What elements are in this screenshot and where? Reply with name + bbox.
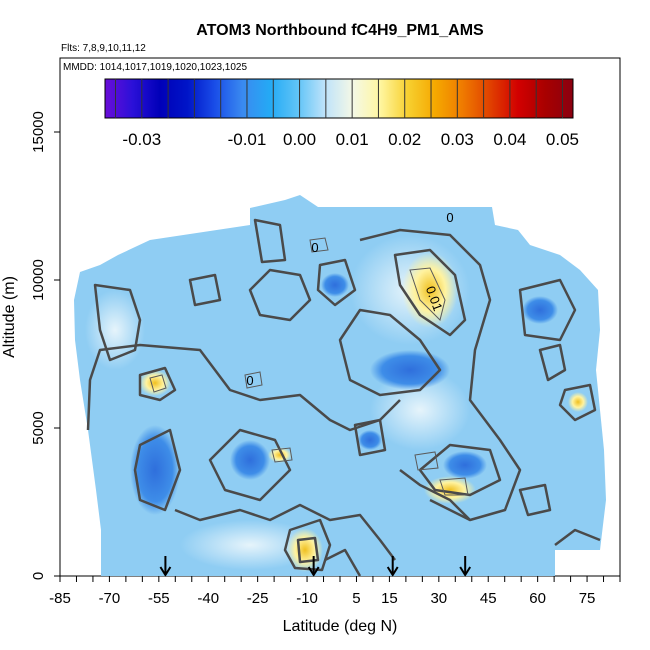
negative-patch xyxy=(358,430,382,450)
contour-label: 0 xyxy=(246,373,253,388)
contour-line xyxy=(324,548,362,576)
contour-line xyxy=(399,469,471,521)
colorbar-tick-label: 0.00 xyxy=(283,130,316,149)
contour-line xyxy=(538,343,567,382)
heatmap-field xyxy=(74,195,606,576)
x-tick-label: 45 xyxy=(480,590,497,607)
x-tick-label: -40 xyxy=(197,590,219,607)
flight-arrow xyxy=(386,556,399,577)
contour-line xyxy=(554,528,601,546)
positive-patch xyxy=(568,392,588,412)
x-tick-label: -25 xyxy=(247,590,269,607)
x-tick-label: 30 xyxy=(430,590,447,607)
flight-arrow xyxy=(459,556,472,577)
flight-arrows xyxy=(159,556,472,577)
x-axis: -85 -70 -55 -40 -25 -10 5 15 30 45 60 75 xyxy=(49,576,621,607)
x-tick-label: -70 xyxy=(99,590,121,607)
x-tick-label: 15 xyxy=(381,590,398,607)
contour-line xyxy=(518,483,552,517)
contour-line xyxy=(244,371,263,389)
positive-patch xyxy=(424,476,476,504)
contour-lines-thin xyxy=(149,237,469,496)
contour-lines xyxy=(86,218,601,576)
contour-line xyxy=(338,308,442,397)
chart-title: ATOM3 Northbound fC4H9_PM1_AMS xyxy=(196,22,484,39)
y-tick-label: 0 xyxy=(30,572,47,580)
negative-patch xyxy=(522,296,558,324)
flight-arrow xyxy=(159,556,172,577)
negative-patch xyxy=(370,350,450,390)
contour-line xyxy=(248,268,312,322)
y-tick-label: 10000 xyxy=(30,259,47,301)
contour-line xyxy=(283,518,332,572)
contour-line xyxy=(188,273,222,307)
colorbar-tick-label: 0.04 xyxy=(493,130,526,149)
flight-arrow-head xyxy=(307,566,320,577)
contour-line xyxy=(138,366,177,402)
flight-arrow-head xyxy=(386,566,399,577)
negative-patch xyxy=(443,451,487,479)
colorbar: -0.03 -0.01 0.00 0.01 0.02 0.03 0.04 0.05 xyxy=(104,78,579,149)
flights-subtitle: Flts: 7,8,9,10,11,12 xyxy=(61,43,146,54)
contour-line xyxy=(149,374,167,393)
contour-line xyxy=(359,228,522,522)
colorbar-tick-label: 0.05 xyxy=(546,130,579,149)
colorbar-bar xyxy=(104,78,574,119)
x-axis-label: Latitude (deg N) xyxy=(283,618,398,635)
negative-patch xyxy=(230,440,270,480)
negative-patch xyxy=(321,273,349,297)
colorbar-tick-label: 0.01 xyxy=(336,130,369,149)
y-axis-label: Altitude (m) xyxy=(1,276,18,358)
contour-line xyxy=(309,237,329,253)
y-tick-label: 15000 xyxy=(30,111,47,153)
contour-line xyxy=(393,248,467,337)
x-tick-label: -55 xyxy=(148,590,170,607)
contour-line xyxy=(518,278,577,342)
dates-subtitle: MMDD: 1014,1017,1019,1020,1023,1025 xyxy=(63,62,247,73)
light-patch xyxy=(370,370,470,450)
field-envelope xyxy=(74,195,606,576)
contour-line xyxy=(93,283,142,362)
contour-line xyxy=(439,477,469,496)
contour-line xyxy=(253,218,287,264)
contour-line xyxy=(316,258,357,307)
y-tick-label: 5000 xyxy=(30,411,47,444)
flight-arrow-head xyxy=(459,566,472,577)
colorbar-tick-label: -0.03 xyxy=(122,130,161,149)
colorbar-tick-label: 0.03 xyxy=(441,130,474,149)
contour-line xyxy=(133,428,182,512)
contour-line xyxy=(414,451,439,471)
colorbar-tick-label: 0.02 xyxy=(388,130,421,149)
contour-line xyxy=(353,418,387,457)
x-tick-label: 5 xyxy=(352,590,360,607)
x-tick-label: -10 xyxy=(296,590,318,607)
contour-line xyxy=(296,536,320,564)
contour-line xyxy=(409,267,446,321)
x-tick-label: 60 xyxy=(529,590,546,607)
negative-patch xyxy=(130,425,180,515)
light-patch xyxy=(180,520,320,570)
x-tick-label: -85 xyxy=(49,590,71,607)
contour-label: 0 xyxy=(446,210,453,225)
flight-arrow-head xyxy=(159,566,172,577)
contour-label: 0 xyxy=(311,240,318,255)
contour-line xyxy=(174,503,396,561)
x-tick-label: 75 xyxy=(579,590,596,607)
colorbar-tick-label: -0.01 xyxy=(228,130,267,149)
contour-line xyxy=(271,447,293,463)
contour-line xyxy=(208,428,292,502)
contour-line xyxy=(558,383,597,422)
contour-line xyxy=(418,443,502,497)
y-axis: 0 5000 10000 15000 xyxy=(30,111,60,580)
colorbar-ticks: -0.03 -0.01 0.00 0.01 0.02 0.03 0.04 0.05 xyxy=(115,79,579,149)
flight-arrow xyxy=(307,556,320,577)
